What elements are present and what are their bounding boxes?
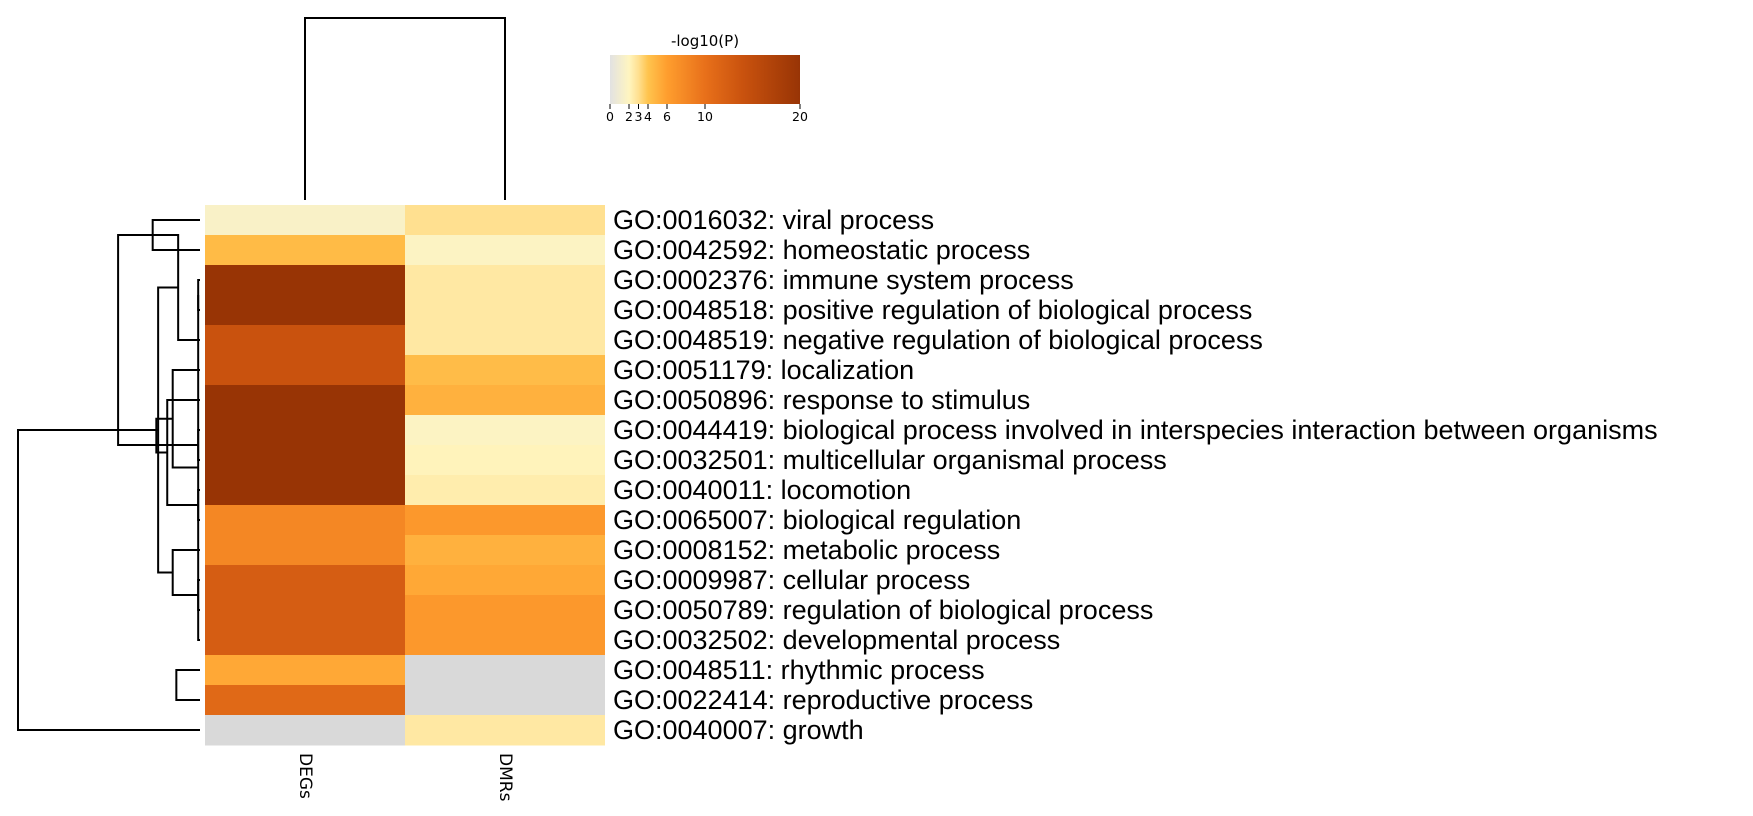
column-label: DEGs [295, 753, 315, 799]
heatmap-cell [205, 295, 405, 326]
row-dendrogram-link [17, 429, 200, 731]
heatmap-cell [405, 715, 605, 746]
heatmap-cell [205, 205, 405, 236]
colorbar-ticks: 0 2 3 4 6 10 20 [606, 104, 808, 124]
colorbar-tick-label: 20 [792, 109, 808, 124]
heatmap-cell [405, 565, 605, 596]
heatmap-cell [405, 265, 605, 296]
row-label: GO:0016032: viral process [613, 205, 934, 235]
row-label: GO:0040007: growth [613, 715, 864, 745]
colorbar-tick-label: 2 [625, 109, 633, 124]
heatmap-cell [205, 415, 405, 446]
column-labels: DEGs DMRs [295, 753, 515, 802]
heatmap-cell [205, 505, 405, 536]
heatmap-cell [405, 655, 605, 686]
heatmap-cell [205, 535, 405, 566]
heatmap-cell [205, 385, 405, 416]
column-dendrogram-link [304, 17, 506, 200]
colorbar-tick-label: 4 [644, 109, 652, 124]
heatmap-cell [405, 295, 605, 326]
row-label: GO:0042592: homeostatic process [613, 235, 1030, 265]
row-label: GO:0002376: immune system process [613, 265, 1074, 295]
heatmap-cell [205, 625, 405, 656]
heatmap-cell [405, 205, 605, 236]
row-label: GO:0048511: rhythmic process [613, 655, 985, 685]
row-label: GO:0008152: metabolic process [613, 535, 1000, 565]
row-label: GO:0050789: regulation of biological pro… [613, 595, 1153, 625]
heatmap-cell [205, 655, 405, 686]
row-dendrogram-link [171, 369, 200, 469]
colorbar-title: -log10(P) [671, 32, 739, 50]
heatmap-cell [205, 235, 405, 266]
row-label: GO:0051179: localization [613, 355, 914, 385]
colorbar-gradient [610, 55, 800, 104]
column-dendrogram [304, 17, 506, 200]
row-dendrogram-link [171, 549, 200, 596]
heatmap-cell [405, 415, 605, 446]
column-label: DMRs [495, 753, 515, 802]
colorbar-tick-label: 0 [606, 109, 614, 124]
heatmap-cell [405, 325, 605, 356]
row-dendrogram-link [117, 234, 199, 446]
heatmap-cell [405, 385, 605, 416]
colorbar: -log10(P) 0 2 3 4 6 10 20 [606, 32, 808, 124]
heatmap-cell [205, 265, 405, 296]
row-dendrogram-link [175, 669, 200, 701]
heatmap-cell [405, 355, 605, 386]
row-label: GO:0009987: cellular process [613, 565, 970, 595]
row-label: GO:0032502: developmental process [613, 625, 1060, 655]
row-label: GO:0040011: locomotion [613, 475, 911, 505]
row-dendrogram-link [155, 417, 173, 454]
colorbar-tick-label: 6 [663, 109, 671, 124]
heatmap-cell [405, 535, 605, 566]
heatmap-cell [405, 625, 605, 656]
row-label: GO:0048518: positive regulation of biolo… [613, 295, 1252, 325]
row-label: GO:0022414: reproductive process [613, 685, 1033, 715]
row-label: GO:0050896: response to stimulus [613, 385, 1030, 415]
colorbar-tick-label: 3 [635, 109, 643, 124]
heatmap-cell [205, 325, 405, 356]
row-dendrogram-link [197, 429, 200, 461]
heatmap-cell [405, 595, 605, 626]
heatmap-cell [405, 235, 605, 266]
heatmap-cell [405, 475, 605, 506]
heatmap-cell [205, 355, 405, 386]
row-label: GO:0065007: biological regulation [613, 505, 1021, 535]
heatmap-cell [205, 595, 405, 626]
colorbar-tick-label: 10 [697, 109, 713, 124]
heatmap-cell [205, 715, 405, 746]
heatmap-cell [405, 445, 605, 476]
heatmap-cell [205, 445, 405, 476]
row-label: GO:0048519: negative regulation of biolo… [613, 325, 1263, 355]
heatmap-cell [205, 565, 405, 596]
row-dendrogram [17, 219, 200, 731]
heatmap-cell [405, 505, 605, 536]
row-label: GO:0032501: multicellular organismal pro… [613, 445, 1167, 475]
heatmap-cell [205, 685, 405, 716]
heatmap-cell [405, 685, 605, 716]
heatmap-cells [205, 205, 605, 746]
row-label: GO:0044419: biological process involved … [613, 415, 1658, 445]
row-dendrogram-link [197, 295, 200, 641]
heatmap-cell [205, 475, 405, 506]
